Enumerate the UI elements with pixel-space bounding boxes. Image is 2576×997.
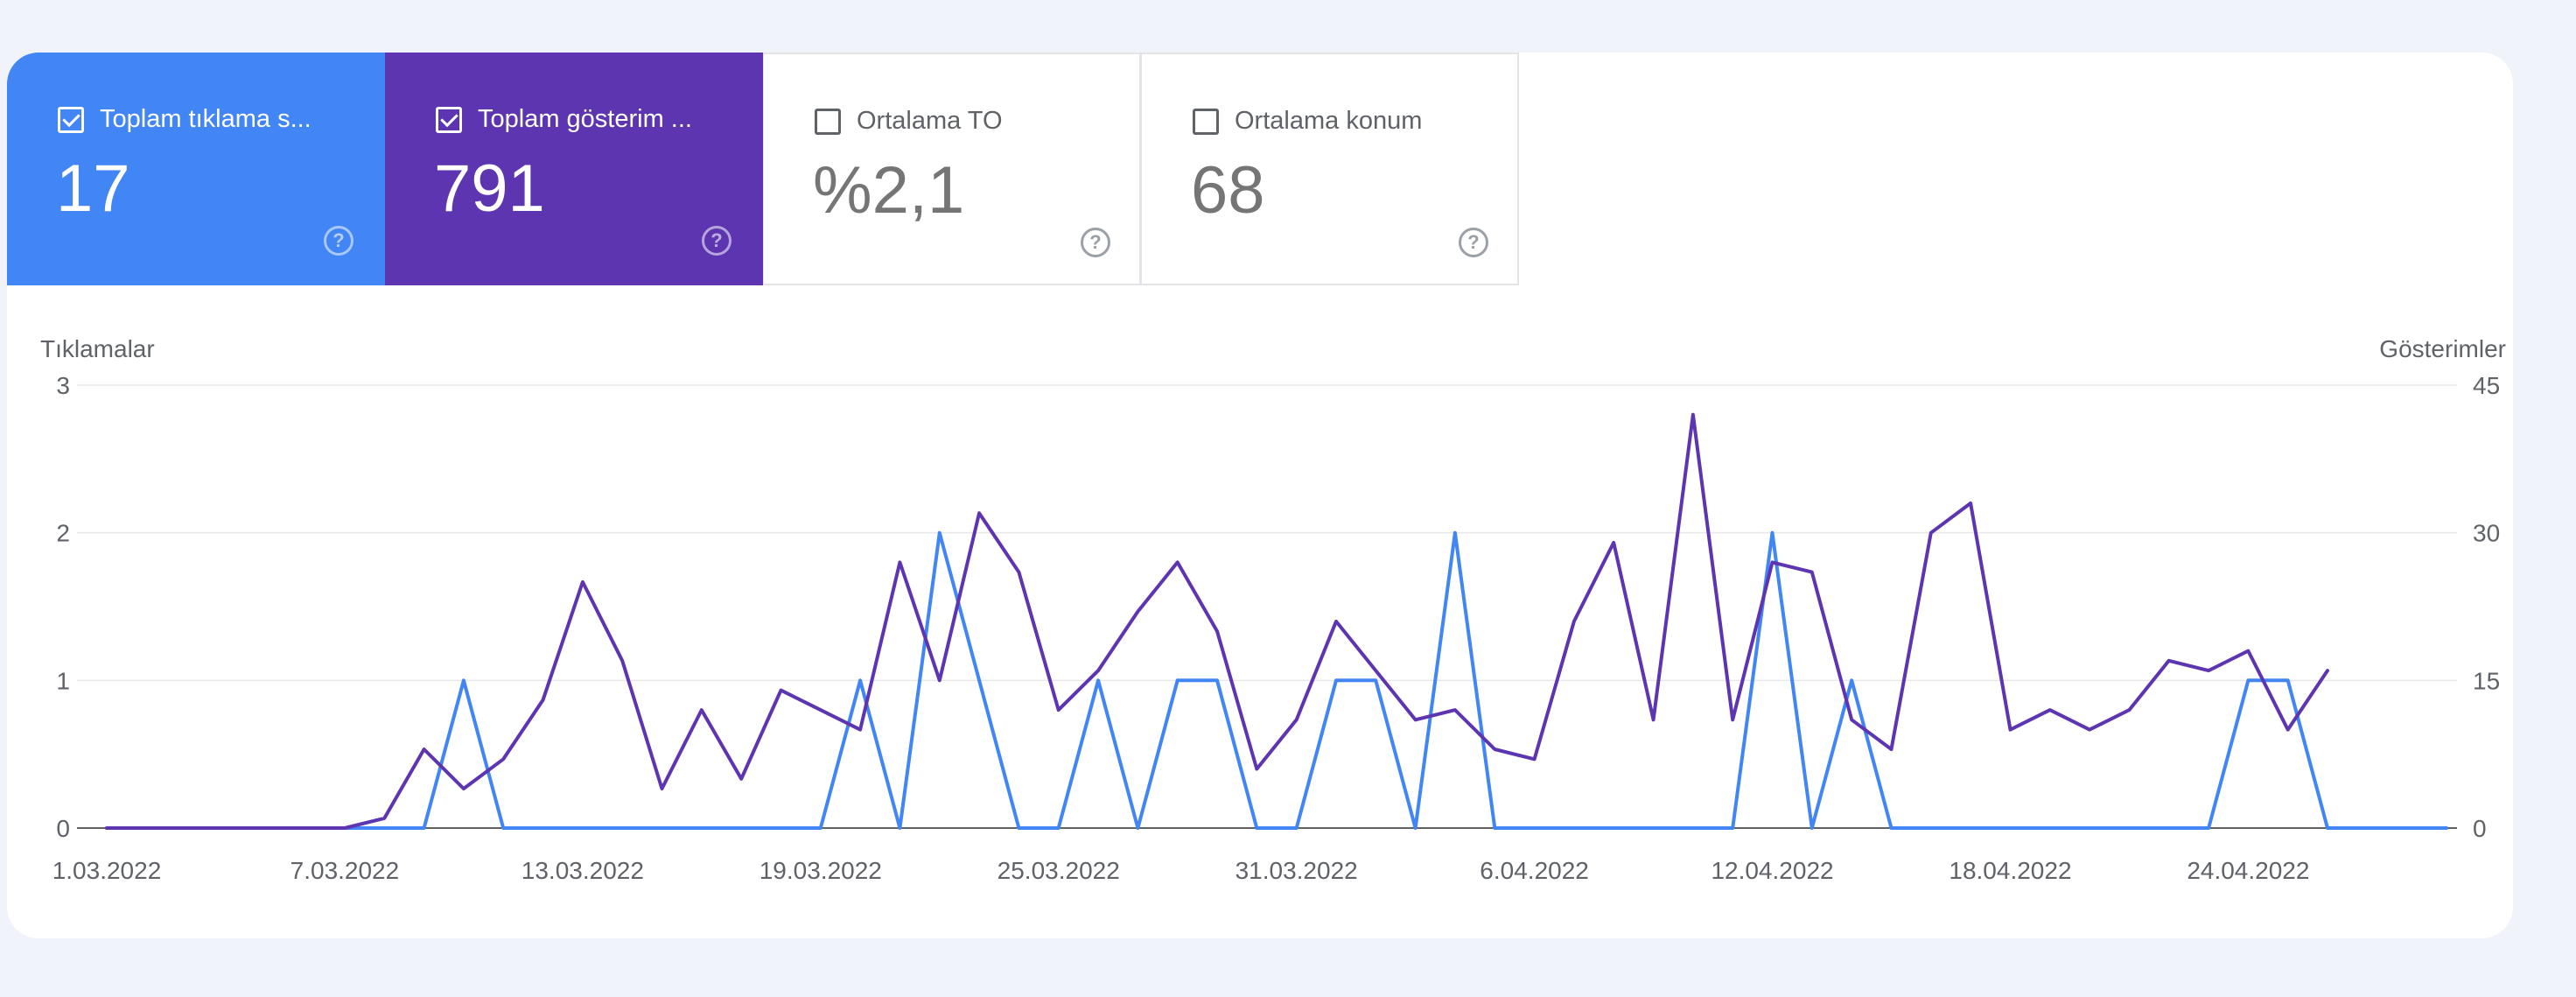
x-tick-label: 19.03.2022 xyxy=(760,857,882,884)
x-tick-label: 6.04.2022 xyxy=(1480,857,1589,884)
impressions-series-line xyxy=(105,412,2329,830)
x-tick-label: 1.03.2022 xyxy=(52,857,162,884)
metric-value: 68 xyxy=(1191,153,1265,228)
help-circle-icon[interactable]: ? xyxy=(1459,228,1488,257)
checkbox-icon[interactable] xyxy=(1193,108,1219,135)
help-circle-icon[interactable]: ? xyxy=(324,226,354,256)
metric-tile-total-clicks[interactable]: Toplam tıklama s... 17 ? xyxy=(7,53,385,285)
metric-value: %2,1 xyxy=(813,153,965,228)
checkbox-icon[interactable] xyxy=(815,108,841,135)
x-tick-label: 18.04.2022 xyxy=(1949,857,2071,884)
help-circle-icon[interactable]: ? xyxy=(1081,228,1110,257)
metric-tiles: Toplam tıklama s... 17 ? Toplam gösterim… xyxy=(7,53,1519,285)
left-tick-label: 2 xyxy=(56,520,70,547)
checkbox-icon[interactable] xyxy=(58,106,84,133)
right-axis-title: Gösterimler xyxy=(2379,335,2506,362)
metric-tile-average-position[interactable]: Ortalama konum 68 ? xyxy=(1141,53,1519,285)
help-circle-icon[interactable]: ? xyxy=(702,226,732,256)
right-tick-label: 30 xyxy=(2473,520,2500,547)
metric-value: 17 xyxy=(56,151,130,226)
left-tick-label: 0 xyxy=(56,815,70,842)
x-tick-label: 7.03.2022 xyxy=(290,857,400,884)
left-axis-title: Tıklamalar xyxy=(40,335,155,362)
right-tick-label: 45 xyxy=(2473,372,2500,399)
checkbox-icon[interactable] xyxy=(436,106,462,133)
clicks-series-line xyxy=(105,530,2448,830)
metric-value: 791 xyxy=(434,151,545,226)
x-tick-label: 25.03.2022 xyxy=(998,857,1120,884)
x-tick-label: 12.04.2022 xyxy=(1711,857,1833,884)
right-tick-label: 0 xyxy=(2473,815,2487,842)
x-tick-label: 24.04.2022 xyxy=(2187,857,2309,884)
metric-tile-average-ctr[interactable]: Ortalama TO %2,1 ? xyxy=(763,53,1141,285)
x-tick-label: 31.03.2022 xyxy=(1236,857,1358,884)
x-tick-label: 13.03.2022 xyxy=(522,857,644,884)
metric-tile-total-impressions[interactable]: Toplam gösterim ... 791 ? xyxy=(385,53,763,285)
right-tick-label: 15 xyxy=(2473,667,2500,694)
left-tick-label: 3 xyxy=(56,372,70,399)
left-tick-label: 1 xyxy=(56,667,70,694)
performance-card: Toplam tıklama s... 17 ? Toplam gösterim… xyxy=(7,53,2513,938)
